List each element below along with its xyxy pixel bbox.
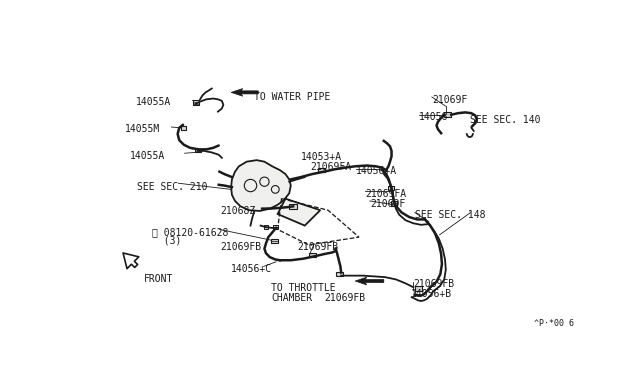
- Text: 14056+A: 14056+A: [356, 166, 397, 176]
- Text: (3): (3): [152, 235, 182, 246]
- FancyBboxPatch shape: [193, 100, 199, 105]
- FancyBboxPatch shape: [273, 225, 278, 229]
- Text: 21069F: 21069F: [432, 95, 467, 105]
- Polygon shape: [355, 277, 384, 285]
- Text: 14055A: 14055A: [136, 97, 172, 107]
- Text: 21069FB: 21069FB: [324, 293, 365, 302]
- FancyBboxPatch shape: [391, 201, 397, 206]
- Text: 14056+C: 14056+C: [231, 264, 272, 274]
- Text: 21069FA: 21069FA: [310, 163, 351, 173]
- Polygon shape: [231, 89, 259, 96]
- Text: 14056+B: 14056+B: [411, 289, 452, 299]
- FancyBboxPatch shape: [289, 204, 297, 209]
- Text: 21069F: 21069F: [370, 199, 405, 209]
- FancyBboxPatch shape: [444, 112, 451, 117]
- Text: SEE SEC. 148: SEE SEC. 148: [415, 210, 485, 220]
- FancyBboxPatch shape: [180, 126, 186, 130]
- Text: 21069FB: 21069FB: [297, 242, 338, 252]
- Text: TO WATER PIPE: TO WATER PIPE: [254, 92, 331, 102]
- Text: TO THROTTLE: TO THROTTLE: [271, 283, 336, 294]
- FancyBboxPatch shape: [388, 186, 394, 190]
- FancyBboxPatch shape: [308, 253, 316, 257]
- Text: 14053+A: 14053+A: [301, 153, 342, 163]
- Text: 14056: 14056: [419, 112, 448, 122]
- Text: CHAMBER: CHAMBER: [271, 293, 312, 302]
- FancyBboxPatch shape: [336, 272, 343, 276]
- Text: 21069FB: 21069FB: [413, 279, 454, 289]
- Text: SEE SEC. 140: SEE SEC. 140: [470, 115, 540, 125]
- Text: SEE SEC. 210: SEE SEC. 210: [136, 182, 207, 192]
- Text: 21068Z: 21068Z: [220, 206, 255, 215]
- FancyBboxPatch shape: [415, 286, 422, 291]
- Text: 14055M: 14055M: [125, 124, 160, 134]
- Polygon shape: [231, 160, 291, 211]
- FancyBboxPatch shape: [271, 239, 278, 243]
- Text: 21069FA: 21069FA: [365, 189, 406, 199]
- Text: 14055A: 14055A: [130, 151, 165, 161]
- Text: FRONT: FRONT: [143, 274, 173, 284]
- FancyBboxPatch shape: [195, 148, 201, 153]
- FancyBboxPatch shape: [264, 225, 268, 229]
- Text: Ⓑ 08120-61628: Ⓑ 08120-61628: [152, 227, 228, 237]
- FancyArrowPatch shape: [123, 253, 139, 269]
- FancyBboxPatch shape: [318, 168, 325, 173]
- Text: 21069FB: 21069FB: [220, 242, 261, 252]
- Polygon shape: [278, 199, 320, 225]
- Text: ^P·*00 6: ^P·*00 6: [534, 319, 574, 328]
